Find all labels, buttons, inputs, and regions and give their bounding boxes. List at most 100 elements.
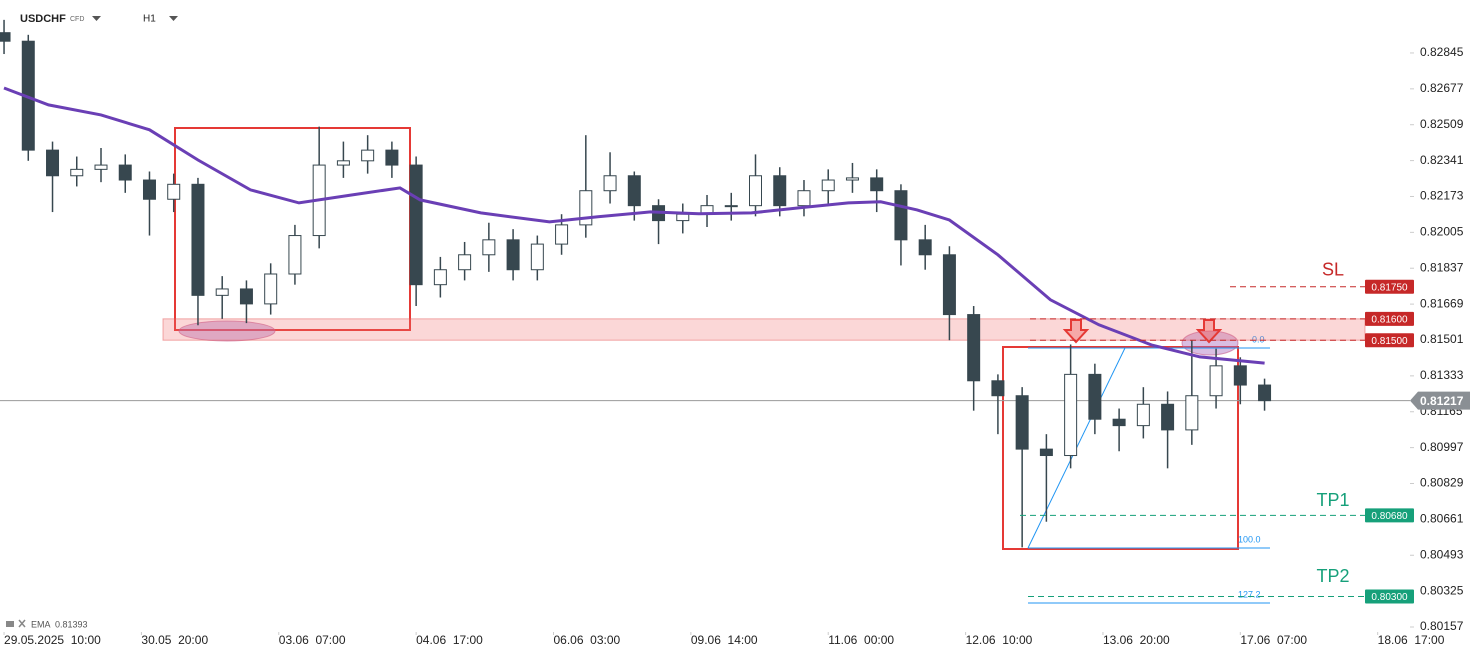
x-tick-label: 17.06 07:00 bbox=[1240, 633, 1307, 647]
candle-body bbox=[821, 179, 835, 192]
y-tick-label: 0.80493 bbox=[1420, 547, 1464, 561]
last-price-tag bbox=[1410, 391, 1470, 410]
candle-body bbox=[870, 177, 884, 192]
x-tick-label: 06.06 03:00 bbox=[553, 633, 620, 647]
price-tag bbox=[1365, 279, 1414, 294]
x-tick-label: 30.05 20:00 bbox=[141, 633, 208, 647]
candle-body bbox=[215, 288, 229, 296]
candle-body bbox=[118, 164, 132, 181]
timeframe[interactable]: H1 bbox=[143, 14, 156, 25]
x-tick-label: 18.06 17:00 bbox=[1378, 633, 1445, 647]
candle-body bbox=[458, 254, 472, 271]
price-tag-label: 0.81500 bbox=[1371, 336, 1408, 347]
candle-body bbox=[1161, 403, 1175, 431]
last-price-label: 0.81217 bbox=[1420, 394, 1464, 408]
candle-body bbox=[46, 149, 60, 177]
y-tick-label: 0.82845 bbox=[1420, 45, 1464, 59]
fib-label: 100.0 bbox=[1238, 534, 1261, 544]
candle-body bbox=[361, 149, 375, 162]
price-tag-label: 0.81750 bbox=[1371, 282, 1408, 293]
candle-body bbox=[991, 380, 1005, 397]
annotations: 0.0 100.0 127.2 bbox=[162, 127, 1366, 604]
candle-body bbox=[749, 175, 763, 207]
candle-body bbox=[967, 314, 981, 382]
arrow bbox=[1195, 319, 1223, 344]
candle-body bbox=[1064, 373, 1078, 457]
candle-body bbox=[433, 269, 447, 286]
y-tick-label: 0.81837 bbox=[1420, 260, 1464, 274]
instrument-type: CFD bbox=[70, 16, 84, 23]
arrow bbox=[1062, 319, 1090, 344]
y-tick-label: 0.80661 bbox=[1420, 512, 1464, 526]
candle-body bbox=[894, 190, 908, 241]
candle-body bbox=[797, 190, 811, 207]
x-tick-label: 11.06 00:00 bbox=[828, 633, 894, 647]
ema-legend-value: 0.81393 bbox=[55, 619, 88, 629]
candle-body bbox=[336, 160, 350, 166]
candle-body bbox=[264, 273, 278, 305]
x-tick-label: 12.06 10:00 bbox=[966, 633, 1033, 647]
y-tick-label: 0.82341 bbox=[1420, 153, 1464, 167]
candle-body bbox=[1233, 365, 1247, 386]
candle-body bbox=[409, 164, 423, 286]
x-tick-label: 13.06 20:00 bbox=[1103, 633, 1170, 647]
y-tick-label: 0.81501 bbox=[1420, 332, 1464, 346]
x-tick-label: 09.06 14:00 bbox=[691, 633, 758, 647]
box bbox=[1002, 346, 1239, 550]
candle-body bbox=[676, 213, 690, 222]
x-tick-label: 04.06 17:00 bbox=[416, 633, 483, 647]
candle-body bbox=[530, 243, 544, 271]
candle-body bbox=[1185, 395, 1199, 431]
ellipse bbox=[178, 320, 276, 342]
candle-body bbox=[1112, 418, 1126, 427]
y-tick-label: 0.81669 bbox=[1420, 296, 1464, 310]
candle-body bbox=[288, 235, 302, 275]
price-tag bbox=[1365, 333, 1414, 348]
fib-label: 0.0 bbox=[1252, 334, 1265, 344]
candle-body bbox=[167, 183, 181, 200]
y-tick-label: 0.80157 bbox=[1420, 619, 1464, 633]
y-tick-label: 0.81333 bbox=[1420, 368, 1464, 382]
price-tag bbox=[1365, 311, 1414, 326]
price-tag bbox=[1365, 589, 1414, 604]
candle-body bbox=[70, 168, 84, 177]
candle-body bbox=[191, 183, 205, 296]
y-tick-label: 0.82677 bbox=[1420, 81, 1464, 95]
y-tick-label: 0.80325 bbox=[1420, 583, 1464, 597]
candle-body bbox=[918, 239, 932, 256]
y-tick-label: 0.82005 bbox=[1420, 225, 1464, 239]
candle-body bbox=[724, 205, 738, 208]
icons bbox=[6, 619, 26, 628]
candle-body bbox=[1258, 384, 1272, 402]
box bbox=[174, 127, 411, 331]
y-tick-label: 0.80829 bbox=[1420, 476, 1464, 490]
symbol: USDCHF bbox=[20, 13, 66, 25]
y-tick-label: 0.80997 bbox=[1420, 440, 1464, 454]
candle-body bbox=[845, 177, 859, 181]
candle-body bbox=[94, 164, 108, 170]
ema-line bbox=[3, 86, 1265, 365]
candle-body bbox=[0, 32, 11, 42]
candle-body bbox=[1136, 403, 1150, 427]
level-name: TP2 bbox=[1316, 566, 1349, 586]
candle-body bbox=[1209, 365, 1223, 397]
ema-legend: EMA bbox=[31, 619, 51, 629]
icon bbox=[18, 619, 26, 628]
candle-body bbox=[627, 175, 641, 207]
level-name: SL bbox=[1322, 260, 1344, 280]
candle-body bbox=[506, 239, 520, 271]
candle-body bbox=[603, 175, 617, 192]
dropdown[interactable] bbox=[169, 16, 178, 21]
x-tick-label: 29.05.2025 10:00 bbox=[4, 633, 101, 647]
candle-body bbox=[1039, 448, 1053, 457]
candle-body bbox=[385, 149, 399, 166]
y-tick-label: 0.82173 bbox=[1420, 189, 1464, 203]
x-tick-label: 03.06 07:00 bbox=[279, 633, 346, 647]
candle-body bbox=[1015, 395, 1029, 450]
fib-label: 127.2 bbox=[1238, 589, 1261, 599]
price-tag-label: 0.81600 bbox=[1371, 314, 1408, 325]
candle-body bbox=[239, 288, 253, 305]
dropdown[interactable] bbox=[92, 16, 101, 21]
candle-body bbox=[942, 254, 956, 316]
